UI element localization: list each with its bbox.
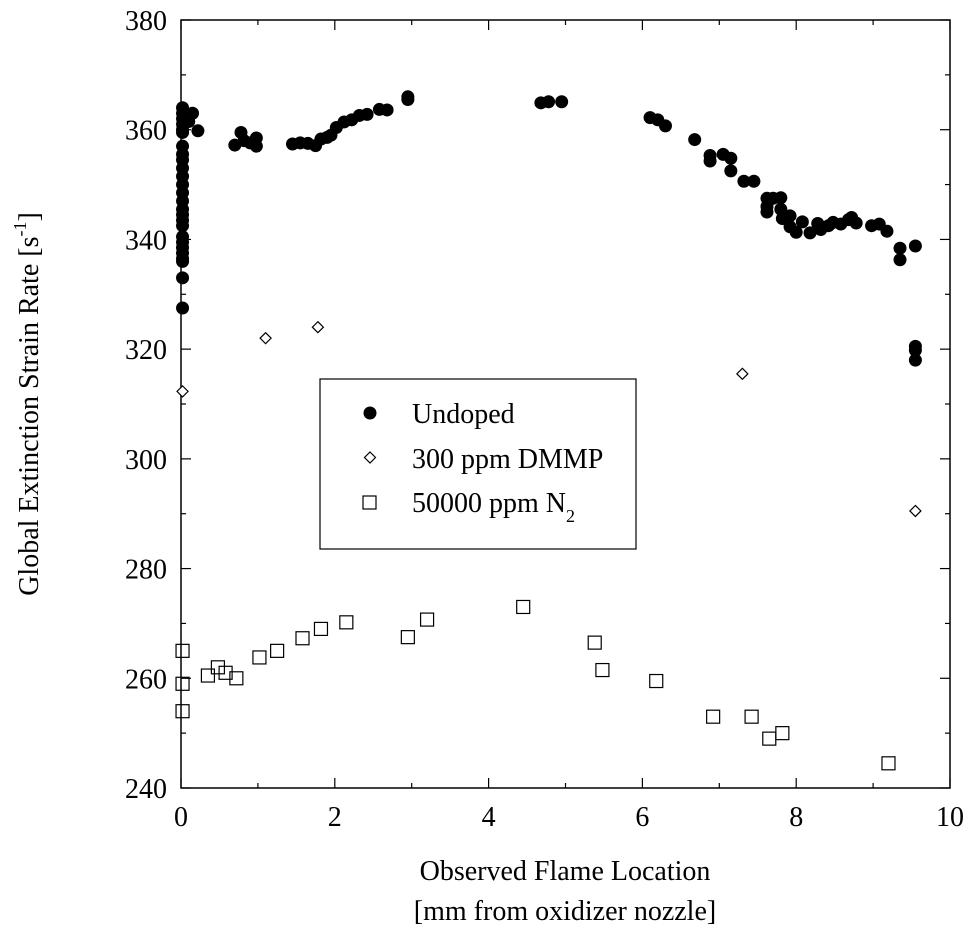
dmmp-point <box>259 331 272 345</box>
legend-marker-undoped <box>363 406 377 420</box>
y-tick-label: 300 <box>125 445 167 476</box>
x-tick-label: 0 <box>174 802 188 833</box>
n2-point <box>210 660 226 675</box>
undoped-point <box>760 205 774 219</box>
n2-point <box>881 756 896 771</box>
undoped-point <box>880 224 894 238</box>
undoped-point <box>542 95 556 109</box>
n2-point <box>270 643 285 658</box>
undoped-point <box>893 241 907 255</box>
y-tick-label: 240 <box>125 774 167 805</box>
undoped-point <box>908 343 922 357</box>
svg-text:Global Extinction Strain Rate: Global Extinction Strain Rate [s-1] <box>10 212 45 596</box>
n2-point <box>313 621 329 637</box>
axis-tick-labels: 0 2 4 6 8 10 240 260 280 300 320 340 360 380 <box>125 6 964 833</box>
undoped-point <box>186 106 200 120</box>
y-tick-label: 260 <box>125 664 167 695</box>
n2-point <box>744 709 759 724</box>
x-axis-title-line2: [mm from oxidizer nozzle] <box>414 896 716 927</box>
undoped-point <box>176 271 190 285</box>
undoped-point <box>849 216 863 230</box>
undoped-point <box>555 95 569 109</box>
y-tick-label: 340 <box>125 225 167 256</box>
undoped-point <box>774 191 788 205</box>
undoped-point <box>795 215 809 229</box>
n2-point <box>595 662 610 678</box>
x-tick-label: 4 <box>482 802 496 833</box>
y-tick-label: 360 <box>125 116 167 147</box>
y-tick-label: 380 <box>125 6 167 37</box>
undoped-point <box>176 219 190 233</box>
n2-point <box>175 643 190 658</box>
x-tick-label: 8 <box>789 802 803 833</box>
n2-point <box>252 650 267 665</box>
n2-point <box>295 631 310 646</box>
undoped-point <box>908 239 922 253</box>
undoped-point <box>176 125 190 139</box>
dmmp-point <box>176 385 189 398</box>
x-tick-label: 6 <box>635 802 649 833</box>
n2-point <box>649 673 664 689</box>
undoped-point <box>176 254 190 268</box>
data-markers <box>175 90 922 771</box>
x-tick-label: 10 <box>936 802 964 833</box>
n2-point <box>200 668 216 683</box>
y-axis-title-group: Global Extinction Strain Rate [s-1] <box>10 212 45 596</box>
n2-point <box>419 612 435 627</box>
undoped-point <box>401 90 415 104</box>
dmmp-point <box>909 504 922 518</box>
y-axis-title-close: ] <box>14 212 45 221</box>
n2-point <box>587 635 602 650</box>
undoped-point <box>176 301 190 315</box>
svg-text:50000 ppm N2: 50000 ppm N2 <box>412 488 575 526</box>
y-tick-label: 320 <box>125 335 167 366</box>
y-axis-title: Global Extinction Strain Rate [s <box>14 237 45 596</box>
x-tick-label: 2 <box>328 802 342 833</box>
n2-point <box>706 709 721 724</box>
y-axis-title-superscript: -1 <box>10 222 30 237</box>
legend-label-dmmp: 300 ppm DMMP <box>412 444 603 475</box>
n2-point <box>175 676 190 691</box>
dmmp-point <box>311 320 325 334</box>
axis-ticks <box>180 19 951 789</box>
n2-point <box>218 665 233 680</box>
n2-point <box>229 671 244 686</box>
n2-point <box>339 615 354 630</box>
undoped-point <box>249 139 263 153</box>
legend-label-n2: 50000 ppm N <box>412 488 566 519</box>
dmmp-point <box>736 367 749 381</box>
n2-point <box>175 704 190 719</box>
undoped-point <box>703 154 717 168</box>
undoped-point <box>380 103 394 117</box>
undoped-point <box>724 164 738 178</box>
n2-point <box>516 599 531 615</box>
undoped-point <box>191 124 205 138</box>
undoped-point <box>360 107 374 121</box>
undoped-point <box>724 151 738 165</box>
undoped-point <box>658 119 672 133</box>
legend-label-undoped: Undoped <box>412 399 515 430</box>
y-tick-label: 280 <box>125 555 167 586</box>
undoped-point <box>688 133 702 147</box>
undoped-point <box>803 226 817 240</box>
undoped-point <box>893 253 907 267</box>
legend: Undoped 300 ppm DMMP 50000 ppm N2 <box>319 378 637 550</box>
legend-marker-n2 <box>362 495 377 510</box>
undoped-point <box>747 174 761 188</box>
undoped-point <box>737 174 751 188</box>
n2-point <box>400 630 415 645</box>
n2-point <box>775 726 790 741</box>
legend-label-n2-subscript: 2 <box>566 506 575 526</box>
n2-point <box>762 731 777 746</box>
legend-marker-dmmp <box>363 451 377 464</box>
x-axis-title: Observed Flame Location <box>420 856 711 887</box>
undoped-point <box>783 209 797 223</box>
undoped-point <box>789 225 803 239</box>
undoped-point <box>908 353 922 367</box>
